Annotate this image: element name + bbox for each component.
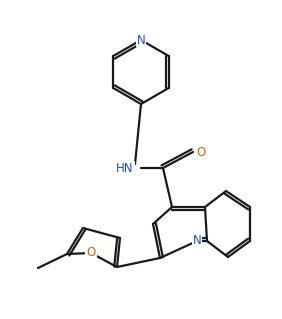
Text: HN: HN xyxy=(116,161,134,174)
Text: O: O xyxy=(86,247,96,259)
Text: N: N xyxy=(136,33,146,47)
Text: O: O xyxy=(196,145,206,159)
Text: N: N xyxy=(193,234,201,248)
